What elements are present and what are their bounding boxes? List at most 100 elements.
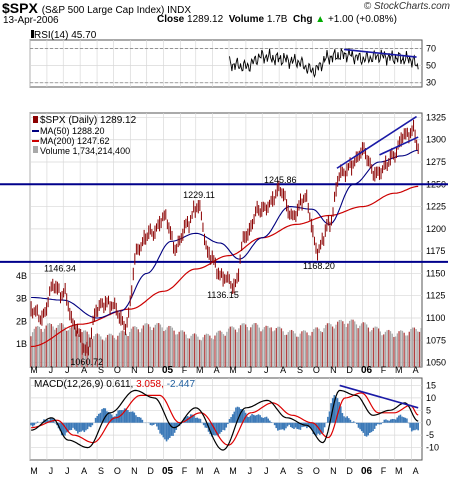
volume-bar	[384, 331, 387, 367]
volume-bar	[418, 331, 421, 367]
x-tick-label-mid: D	[147, 365, 154, 375]
x-tick-label: A	[280, 466, 286, 476]
volume-bar	[313, 329, 315, 367]
macd-histogram-bar	[73, 422, 76, 430]
volume-bar	[139, 332, 141, 367]
index-name: (S&P 500 Large Cap Index) INDX	[41, 5, 192, 16]
x-tick-label: O	[313, 466, 320, 476]
volume-tick-label: 1B	[16, 339, 27, 349]
macd-histogram-bar	[209, 422, 211, 435]
macd-histogram-bar	[104, 408, 107, 423]
macd-histogram-bar	[348, 418, 350, 423]
volume-bar	[236, 332, 238, 367]
volume-bar	[95, 334, 97, 367]
x-tick-label-mid: A	[280, 365, 286, 375]
volume-bar	[175, 334, 177, 367]
volume-bar	[284, 334, 286, 367]
volume-bar	[30, 336, 32, 367]
volume-bar	[234, 329, 237, 367]
price-annotation: 1168.20	[303, 261, 335, 271]
volume-bar	[216, 332, 218, 367]
volume-bar	[190, 335, 192, 367]
volume-bar	[371, 330, 373, 367]
macd-histogram-bar	[160, 422, 163, 435]
macd-histogram-bar	[372, 422, 374, 432]
volume-bar	[112, 335, 114, 367]
macd-histogram-bar	[351, 421, 353, 423]
volume-bar	[144, 323, 146, 367]
volume-bar	[100, 336, 102, 367]
macd-histogram-bar	[278, 422, 281, 430]
x-tick-label: M	[395, 466, 403, 476]
price-annotation: 1136.15	[207, 290, 239, 300]
x-tick-label-mid: 05	[162, 365, 174, 376]
macd-histogram-bar	[83, 422, 86, 433]
macd-histogram-bar	[309, 422, 311, 429]
volume-bar	[246, 327, 249, 367]
macd-histogram-bar	[285, 422, 287, 429]
macd-histogram-bar	[375, 422, 378, 426]
price-ytick-label: 1275	[426, 157, 446, 167]
volume-bar	[146, 323, 148, 367]
macd-histogram-bar	[227, 422, 229, 425]
volume-bar	[72, 326, 75, 367]
x-tick-label-mid: F	[381, 365, 387, 375]
volume-bar	[164, 329, 167, 367]
macd-histogram-bar	[264, 417, 266, 423]
volume-bar	[101, 339, 104, 367]
macd-histogram-bar	[36, 421, 39, 423]
volume-bar	[195, 334, 197, 367]
x-tick-label: F	[381, 466, 387, 476]
credit-link[interactable]: © StockCharts.com	[363, 1, 450, 12]
macd-histogram-bar	[35, 422, 37, 424]
close-label: Close	[157, 14, 185, 25]
volume-legend-icon	[33, 146, 38, 153]
volume-bar	[193, 333, 196, 367]
volume-bar	[214, 335, 216, 367]
macd-histogram-bar	[165, 422, 168, 442]
x-tick-label-mid: 06	[361, 365, 373, 376]
x-tick-label: O	[114, 466, 121, 476]
macd-histogram-bar	[88, 422, 90, 427]
macd-histogram-bar	[225, 422, 228, 428]
volume-bar	[376, 326, 378, 367]
volume-bar	[248, 330, 250, 367]
price-legend-ma200: MA(200) 1247.62	[40, 136, 110, 146]
volume-bar	[226, 331, 228, 367]
macd-histogram-bar	[362, 422, 365, 433]
macd-histogram-bar	[248, 417, 250, 423]
x-tick-label: S	[98, 466, 104, 476]
macd-histogram-bar	[188, 416, 190, 423]
volume-bar	[233, 327, 235, 367]
macd-histogram-bar	[310, 422, 313, 430]
macd-histogram-bar	[394, 419, 397, 423]
macd-histogram-bar	[170, 422, 173, 436]
volume-bar	[98, 334, 100, 367]
macd-histogram-bar	[212, 422, 215, 436]
macd-histogram-bar	[381, 422, 384, 423]
macd-histogram-bar	[349, 419, 352, 423]
macd-histogram-bar	[385, 419, 387, 423]
macd-histogram-bar	[72, 422, 74, 428]
macd-histogram-bar	[410, 422, 413, 432]
macd-histogram-bar	[135, 415, 137, 423]
macd-histogram-bar	[139, 417, 142, 423]
x-tick-label-mid: S	[98, 365, 104, 375]
price-ytick-label: 1125	[426, 291, 445, 301]
macd-histogram-bar	[415, 422, 418, 430]
price-annotation: 1245.86	[264, 175, 297, 185]
volume-bar	[188, 338, 191, 367]
macd-histogram-bar	[94, 417, 97, 423]
volume-bar	[364, 322, 366, 367]
x-tick-label: A	[214, 466, 220, 476]
macd-histogram-bar	[154, 422, 157, 424]
macd-histogram-bar	[294, 422, 297, 428]
volume-bar	[331, 326, 334, 367]
volume-bar	[367, 327, 370, 367]
volume-bar	[316, 327, 318, 367]
volume-bar	[207, 333, 209, 367]
volume-bar	[417, 331, 419, 367]
volume-bar	[50, 324, 53, 367]
volume-bar	[297, 336, 300, 367]
macd-histogram-bar	[101, 409, 103, 423]
